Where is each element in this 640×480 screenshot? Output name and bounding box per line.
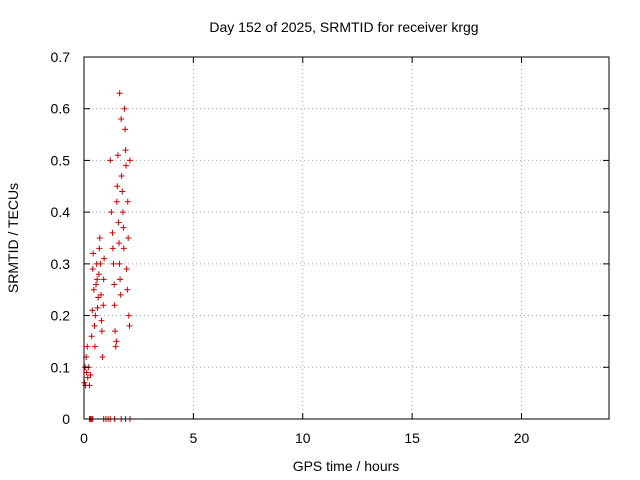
data-point <box>92 312 99 319</box>
data-point <box>116 240 122 247</box>
data-point <box>109 245 116 252</box>
data-point <box>100 276 107 283</box>
data-point <box>100 302 107 309</box>
data-point <box>89 266 96 273</box>
x-tick-label: 15 <box>404 430 420 446</box>
data-point <box>116 260 123 267</box>
y-tick-label: 0.4 <box>51 204 71 220</box>
data-point <box>113 198 120 205</box>
data-point <box>88 333 95 340</box>
data-point <box>114 152 121 159</box>
data-point <box>119 209 126 216</box>
data-point <box>86 382 93 389</box>
data-point <box>93 281 100 288</box>
data-point <box>83 369 90 376</box>
data-point <box>95 294 102 301</box>
data-point <box>98 328 105 335</box>
data-point <box>96 245 103 252</box>
data-point <box>112 343 119 350</box>
chart-title: Day 152 of 2025, SRMTID for receiver krg… <box>209 19 478 35</box>
data-points <box>81 90 133 422</box>
axis-ticks: 0 5 10 15 20 0 0.1 0.2 0.3 0.4 0.5 0.6 0.7 <box>51 49 609 446</box>
data-point <box>111 281 118 288</box>
data-point <box>91 322 98 329</box>
y-tick-label: 0.7 <box>51 49 71 65</box>
data-point <box>119 188 126 195</box>
data-point <box>115 219 122 226</box>
data-point <box>108 209 115 216</box>
data-point <box>114 183 121 190</box>
data-point <box>91 343 98 350</box>
data-point <box>89 307 96 314</box>
data-point <box>96 235 103 241</box>
data-point <box>112 328 119 335</box>
data-point <box>123 162 129 169</box>
y-tick-label: 0.3 <box>51 256 71 272</box>
data-point <box>95 271 102 278</box>
data-point <box>99 353 106 360</box>
data-point <box>98 317 105 324</box>
data-point <box>107 157 114 164</box>
data-point <box>125 312 132 319</box>
data-point <box>113 338 120 345</box>
data-point <box>124 286 131 293</box>
x-tick-label: 10 <box>295 430 311 446</box>
data-point <box>125 235 132 241</box>
data-point <box>110 260 117 267</box>
data-point <box>84 374 91 381</box>
data-point <box>87 372 94 379</box>
data-point <box>90 286 97 293</box>
data-point <box>122 147 129 154</box>
data-point <box>90 250 97 257</box>
data-point <box>118 116 125 123</box>
y-tick-label: 0.5 <box>51 152 71 168</box>
data-point <box>126 322 133 329</box>
y-tick-label: 0.1 <box>51 359 71 375</box>
data-point <box>118 172 125 179</box>
data-point <box>94 276 101 283</box>
data-point <box>101 255 108 262</box>
x-axis-label: GPS time / hours <box>293 458 400 474</box>
data-point <box>121 105 128 112</box>
data-point <box>126 157 133 164</box>
y-axis-label: SRMTID / TECUs <box>5 183 21 293</box>
data-point <box>117 291 124 298</box>
y-tick-label: 0.2 <box>51 308 71 324</box>
x-tick-label: 0 <box>80 430 88 446</box>
data-point <box>117 276 124 283</box>
data-point <box>120 245 127 252</box>
data-point <box>111 302 118 309</box>
data-point <box>97 260 104 267</box>
data-point <box>98 291 105 298</box>
data-point <box>123 266 130 273</box>
data-point <box>122 126 129 133</box>
data-point <box>84 343 91 350</box>
data-point <box>116 90 123 97</box>
data-point <box>120 224 127 231</box>
y-tick-label: 0.6 <box>51 101 71 117</box>
data-point <box>94 304 101 311</box>
data-point <box>109 229 116 236</box>
plot-frame <box>83 56 610 420</box>
y-tick-label: 0 <box>62 411 70 427</box>
grid-lines <box>84 57 609 419</box>
data-point <box>124 198 131 205</box>
x-tick-label: 5 <box>189 430 197 446</box>
x-tick-label: 20 <box>514 430 530 446</box>
